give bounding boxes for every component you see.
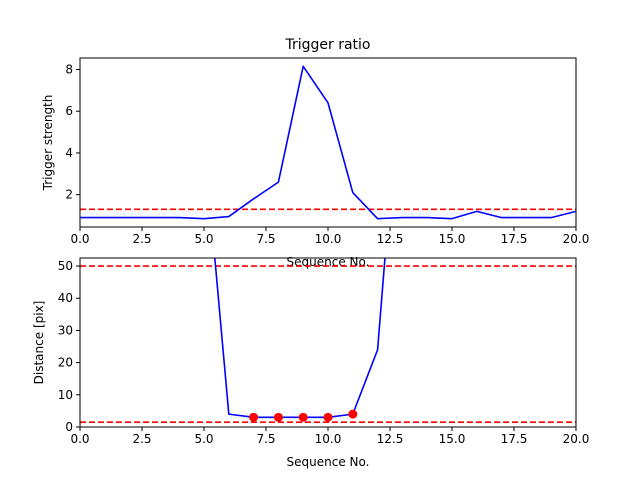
x-tick-label: 20.0 xyxy=(563,232,590,246)
x-tick-label: 20.0 xyxy=(563,432,590,446)
ticks-layer: 0.0 2.5 5.0 7.5 10.0 12.5 15.0 17.5 20.0 2 4 6 8 xyxy=(65,62,589,246)
x-tick-label: 15.0 xyxy=(439,432,466,446)
y-tick-label: 6 xyxy=(65,104,73,118)
data-point-marker xyxy=(348,409,358,419)
data-point-marker xyxy=(273,412,283,422)
x-tick-label: 15.0 xyxy=(439,232,466,246)
x-tick-label: 17.5 xyxy=(501,232,528,246)
x-tick-label: 0.0 xyxy=(70,232,89,246)
plot-area xyxy=(80,258,576,423)
data-point-marker xyxy=(249,412,259,422)
y-tick-label: 40 xyxy=(58,291,73,305)
x-tick-label: 5.0 xyxy=(194,432,213,446)
x-tick-label: 10.0 xyxy=(315,232,342,246)
x-tick-label: 2.5 xyxy=(132,232,151,246)
series-line xyxy=(80,65,576,220)
y-axis-label: Distance [pix] xyxy=(32,301,46,385)
axes-frame xyxy=(79,57,577,228)
x-tick-label: 0.0 xyxy=(70,432,89,446)
distance-chart: 0.0 2.5 5.0 7.5 10.0 12.5 15.0 17.5 20.0 0 10 20 30 4… xyxy=(32,257,590,469)
y-tick-label: 50 xyxy=(58,259,73,273)
x-tick-label: 12.5 xyxy=(377,432,404,446)
x-tick-label: 5.0 xyxy=(194,232,213,246)
chart-title: Trigger ratio xyxy=(284,37,370,53)
x-axis-label: Sequence No. xyxy=(287,255,370,269)
data-point-marker xyxy=(323,412,333,422)
axes-frame xyxy=(79,257,577,428)
x-tick-label: 7.5 xyxy=(256,232,275,246)
plot-area xyxy=(80,65,576,220)
y-axis-label: Trigger strength xyxy=(41,95,55,192)
y-tick-label: 0 xyxy=(65,420,73,434)
y-tick-label: 20 xyxy=(58,356,73,370)
x-tick-label: 10.0 xyxy=(315,432,342,446)
y-tick-label: 2 xyxy=(65,188,73,202)
y-tick-label: 8 xyxy=(65,62,73,76)
x-tick-label: 17.5 xyxy=(501,432,528,446)
ticks-layer: 0.0 2.5 5.0 7.5 10.0 12.5 15.0 17.5 20.0 0 10 20 30 4… xyxy=(58,259,590,446)
y-tick-label: 4 xyxy=(65,146,73,160)
data-point-marker xyxy=(298,412,308,422)
x-tick-label: 2.5 xyxy=(132,432,151,446)
x-tick-label: 7.5 xyxy=(256,432,275,446)
y-tick-label: 10 xyxy=(58,388,73,402)
y-tick-label: 30 xyxy=(58,323,73,337)
x-axis-label: Sequence No. xyxy=(287,455,370,469)
x-tick-label: 12.5 xyxy=(377,232,404,246)
